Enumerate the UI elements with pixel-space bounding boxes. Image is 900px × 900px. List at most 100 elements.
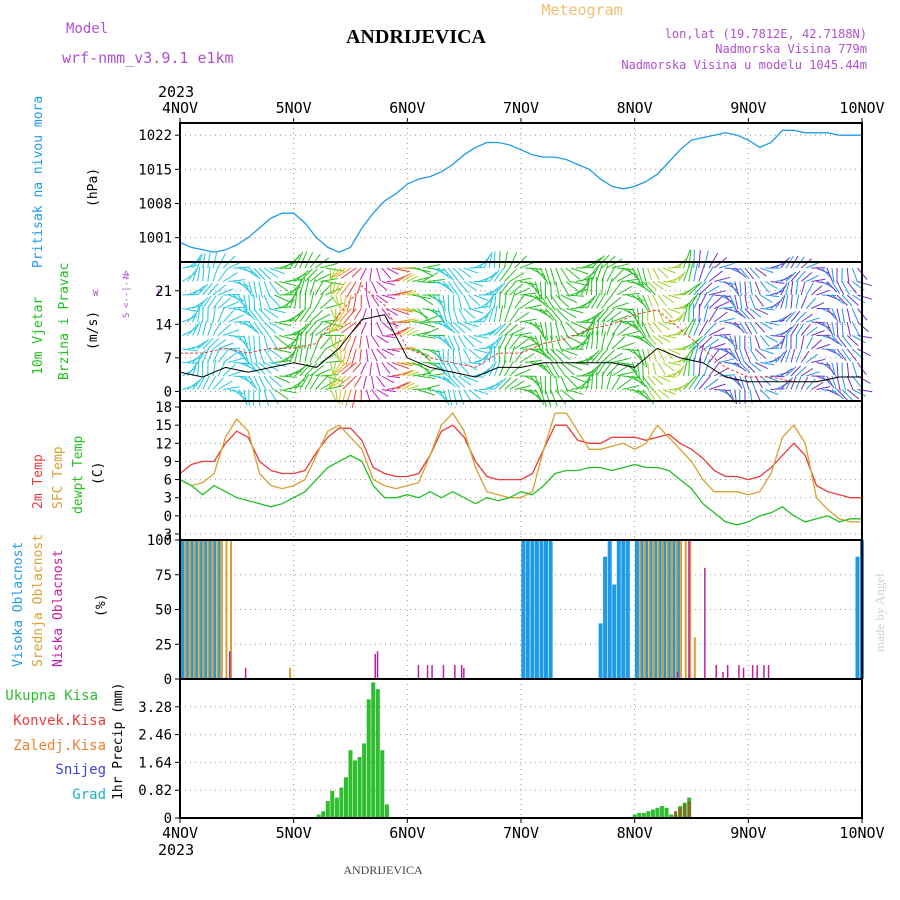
wind-arrow (463, 348, 472, 363)
wind-arrow (473, 294, 489, 301)
wind-arrow (698, 357, 702, 377)
wind-arrow (207, 295, 217, 309)
wind-arrow (831, 348, 844, 360)
wind-arrow (342, 375, 357, 390)
wind-arrow (315, 313, 331, 323)
wind-arrow (432, 348, 443, 364)
legend-total-rain: Ukupna Kisa (5, 688, 98, 704)
wind-arrow (795, 323, 805, 336)
wind-arrow (332, 267, 347, 278)
wind-arrow (202, 295, 212, 309)
wind-arrow (333, 375, 347, 387)
wind-arrow (299, 344, 303, 363)
wind-arrow (427, 348, 443, 360)
wind-arrow (269, 362, 286, 367)
mid-cloud-bar (230, 540, 232, 679)
wind-arrow (514, 294, 525, 309)
wind-arrow (325, 281, 344, 286)
wind-arrow (299, 307, 311, 323)
wind-arrow (294, 270, 310, 282)
top-x-tick-label: 4NOV (162, 99, 198, 117)
wind-arrow (514, 368, 531, 377)
wind-arrow (498, 333, 508, 350)
wind-arrow (330, 308, 337, 321)
wind-arrow (248, 281, 254, 298)
wind-arrow (846, 267, 850, 283)
low-cloud-bar (431, 665, 433, 679)
wind-arrow (580, 278, 590, 296)
wind-arrow (627, 348, 643, 359)
wind-arrow (611, 268, 625, 282)
wind-arrow (452, 294, 455, 312)
wind-arrow (622, 348, 640, 352)
wind-unit: (m/s) (86, 311, 101, 350)
wind-arrow (826, 335, 839, 345)
wind-arrow (800, 295, 808, 309)
wind-arrow (795, 281, 799, 296)
wind-arrow (575, 300, 593, 309)
wind-arrow (749, 294, 756, 309)
wind-arrow (637, 321, 647, 338)
wind-arrow (765, 389, 779, 396)
wind-arrow (555, 348, 571, 361)
wind-arrow (816, 267, 830, 274)
high-cloud-bar (648, 540, 653, 679)
wind-arrow (274, 321, 292, 327)
wind-arrow (749, 348, 758, 362)
sfc-temp-line (179, 412, 862, 523)
low-cloud-bar (704, 567, 706, 679)
wind-arrow (253, 375, 262, 391)
high-cloud-bar (644, 540, 648, 679)
wind-arrow (708, 327, 725, 336)
wind-arrow (693, 344, 699, 363)
wind-arrow (816, 375, 830, 382)
wind-arrow (657, 335, 671, 343)
wind-arrow (703, 378, 719, 390)
wind-arrow (683, 346, 695, 363)
wind-arrow (228, 306, 246, 309)
wind-arrow (724, 294, 736, 307)
wind-arrow (841, 308, 845, 324)
mid-cloud-bar (216, 540, 219, 679)
wind-arrow (359, 335, 362, 349)
wind-arrow (759, 281, 770, 293)
wind-arrow (851, 308, 859, 323)
wind-arrow (611, 373, 622, 390)
mid-cloud-bar (639, 540, 642, 679)
wind-arrow (222, 309, 235, 323)
wind-arrow (534, 294, 548, 308)
wind-arrow (698, 249, 701, 269)
wind-arrow (258, 348, 265, 365)
top-x-tick-label: 8NOV (617, 99, 653, 117)
y-tick-label: 1008 (138, 196, 172, 212)
wind-arrow (263, 389, 269, 406)
wind-arrow (555, 281, 561, 300)
wind-arrow (299, 268, 313, 282)
wind-arrow (611, 263, 630, 269)
wind-arrow (332, 321, 347, 332)
wind-arrow (336, 308, 347, 322)
wind-arrow (719, 348, 735, 355)
wind-arrow (328, 375, 332, 389)
wind-arrow (846, 321, 851, 337)
wind-arrow (346, 294, 352, 312)
wind-arrow (248, 362, 261, 375)
wind-arrow (442, 348, 445, 366)
wind-arrow (749, 281, 753, 296)
wind-arrow (703, 304, 709, 323)
wind-arrow (580, 332, 591, 350)
wind-arrow (217, 253, 226, 269)
wind-arrow (468, 308, 484, 314)
high-cloud-bar (525, 540, 530, 679)
wind-arrow (611, 336, 626, 350)
wind-arrow (790, 376, 797, 390)
wind-arrow (622, 278, 640, 282)
wind-arrow (570, 375, 588, 384)
wind-arrow (668, 371, 681, 377)
wind-arrow (770, 263, 784, 269)
wind-arrow (760, 294, 773, 303)
wind-arrow (657, 321, 670, 331)
wind-arrow (294, 344, 300, 363)
wind-arrow (509, 292, 516, 309)
wind-arrow (673, 348, 686, 351)
